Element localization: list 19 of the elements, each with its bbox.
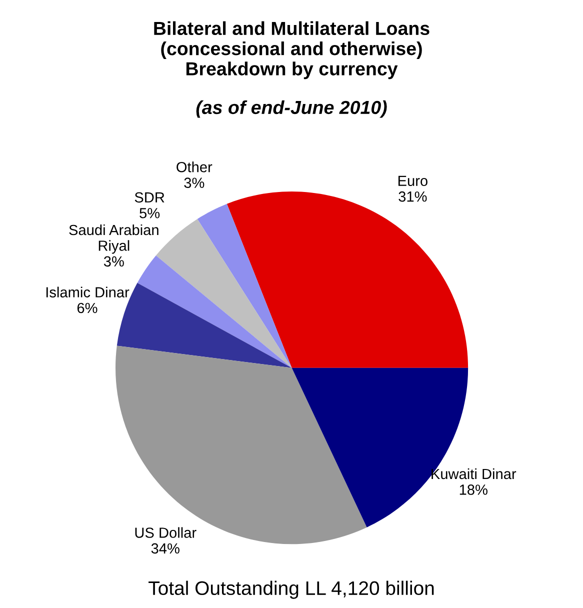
slice-label: Islamic Dinar <box>46 286 130 298</box>
slice-label: Saudi Arabian Riyal <box>69 224 158 254</box>
data-label: 6% <box>77 302 98 314</box>
data-label: 3% <box>104 256 124 267</box>
slice-label: Kuwaiti Dinar <box>432 468 516 480</box>
slice-label: Euro <box>398 176 428 186</box>
slice-label: US Dollar <box>135 527 196 538</box>
chart-subtitle: (as of end-June 2010) <box>196 100 387 118</box>
data-label: 3% <box>184 178 204 188</box>
pie-slice <box>116 346 367 544</box>
data-label: 5% <box>140 208 160 218</box>
pie-slice <box>226 192 468 368</box>
data-label: 18% <box>460 484 488 495</box>
chart-title: Bilateral and Multilateral Loans (concessional and otherwise) Breakdown by currency <box>154 21 430 80</box>
data-label: 31% <box>398 191 427 202</box>
text: Total Outstanding LL 4,120 billion <box>148 580 434 599</box>
slice-label: Other <box>176 162 212 172</box>
slice-label: SDR <box>134 192 164 203</box>
data-label: 34% <box>151 543 180 554</box>
